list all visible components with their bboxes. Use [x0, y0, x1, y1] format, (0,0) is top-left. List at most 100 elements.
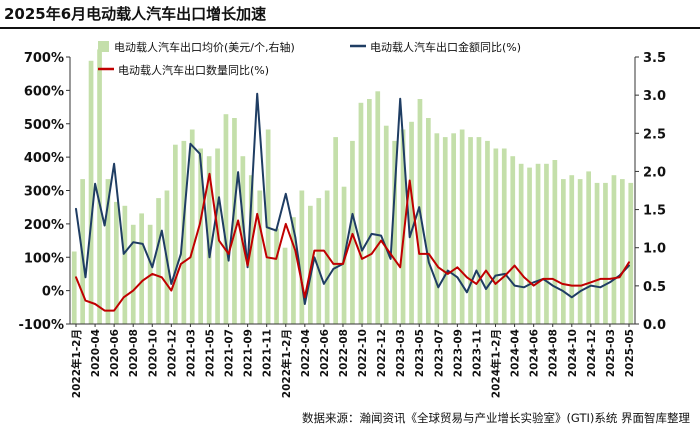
- x-tick-17: 2023-03: [395, 329, 407, 377]
- bar-2: [88, 60, 94, 325]
- bar-19: [232, 118, 237, 324]
- legend-label-bar: 电动载人汽车出口均价(美元/个,右轴): [114, 40, 295, 54]
- x-tick-24: 2024-06: [529, 329, 541, 377]
- x-tick-13: 2022-06: [319, 329, 331, 377]
- y-left-tick-labels: 700% 600% 500% 400% 300% 200% 100% 0% -100%: [18, 51, 70, 333]
- x-tick-11: 2022年1-2月: [280, 329, 293, 398]
- bar-15: [198, 148, 203, 324]
- bar-30: [324, 190, 330, 324]
- x-tick-4: 2020-10: [147, 329, 159, 377]
- bar-61: [586, 171, 591, 324]
- bar-62: [594, 182, 600, 324]
- line-series: [75, 92, 630, 312]
- y-right-tick-6: 0.5: [643, 280, 666, 295]
- bar-64: [611, 175, 617, 324]
- bar-39: [400, 129, 406, 324]
- y-left-tick-8: -100%: [18, 318, 64, 333]
- bar-31: [333, 137, 338, 324]
- bar-57: [552, 160, 558, 324]
- bar-29: [316, 198, 322, 324]
- bar-44: [442, 137, 448, 324]
- y-left-tick-2: 500%: [24, 118, 64, 133]
- x-tick-7: 2021-05: [205, 329, 217, 377]
- y-right-tick-1: 3.0: [643, 89, 666, 104]
- y-left-tick-5: 200%: [24, 218, 64, 233]
- bar-51: [501, 148, 507, 324]
- y-right-tick-7: 0.0: [643, 318, 666, 333]
- y-right-tick-2: 2.5: [643, 127, 666, 142]
- bar-65: [620, 179, 625, 324]
- y-left-tick-4: 300%: [24, 185, 64, 200]
- x-tick-20: 2023-09: [452, 329, 464, 377]
- y-left-tick-3: 400%: [24, 151, 64, 166]
- bar-60: [577, 179, 583, 324]
- x-tick-29: 2025-05: [624, 329, 636, 377]
- legend-label-quantity: 电动载人汽车出口数量同比(%): [118, 63, 269, 77]
- bar-26: [291, 217, 296, 324]
- bar-33: [350, 140, 355, 324]
- bar-43: [434, 133, 440, 324]
- x-tick-5: 2020-12: [166, 329, 178, 377]
- bar-16: [206, 156, 212, 324]
- x-tick-26: 2024-10: [567, 329, 579, 377]
- legend-swatch-bar: [98, 41, 109, 52]
- bar-18: [223, 114, 229, 324]
- x-tick-3: 2020-08: [128, 329, 140, 377]
- legend: 电动载人汽车出口均价(美元/个,右轴) 电动载人汽车出口金额同比(%) 电动载人汽车…: [98, 40, 521, 77]
- bar-0: [71, 251, 77, 324]
- source-note: 数据来源：瀚闻资讯《全球贸易与产业增长实验室》(GTI)系统 界面智库整理: [301, 411, 690, 425]
- bar-5: [114, 201, 119, 324]
- bar-24: [274, 228, 279, 324]
- x-tick-labels: 2022年1-2月 2020-04 2020-06 2020-08 2020-10 202…: [70, 324, 636, 398]
- bar-6: [122, 205, 128, 324]
- bar-46: [459, 129, 465, 324]
- line-quantity-yoy: [75, 172, 630, 312]
- x-tick-14: 2022-08: [338, 329, 350, 377]
- bar-56: [544, 163, 549, 324]
- x-tick-12: 2022-04: [300, 329, 312, 377]
- bar-54: [527, 167, 532, 324]
- bar-49: [485, 140, 490, 324]
- bar-47: [468, 137, 473, 324]
- bar-36: [375, 91, 381, 324]
- x-tick-9: 2021-09: [243, 329, 255, 377]
- bar-28: [308, 205, 313, 324]
- bar-14: [189, 129, 195, 324]
- bar-59: [569, 175, 575, 324]
- y-left-tick-6: 100%: [24, 251, 64, 266]
- y-left-tick-7: 0%: [42, 285, 64, 300]
- bar-4: [105, 179, 111, 324]
- y-right-tick-3: 2.0: [643, 165, 666, 180]
- y-right-tick-0: 3.5: [643, 51, 666, 66]
- x-tick-25: 2024-08: [548, 329, 560, 377]
- bar-52: [510, 156, 516, 324]
- x-tick-2: 2020-06: [109, 329, 121, 377]
- x-tick-27: 2024-12: [586, 329, 598, 377]
- y-right-tick-5: 1.0: [643, 242, 666, 257]
- bar-53: [518, 163, 524, 324]
- y-left-tick-0: 700%: [24, 51, 64, 66]
- x-tick-0: 2022年1-2月: [70, 329, 83, 398]
- bar-40: [409, 121, 414, 324]
- x-tick-18: 2023-05: [414, 329, 426, 377]
- x-tick-28: 2025-03: [605, 329, 617, 377]
- bar-45: [451, 133, 456, 324]
- bar-63: [603, 182, 608, 324]
- line-amount-yoy: [75, 92, 630, 305]
- bar-58: [561, 179, 566, 324]
- chart-title: 2025年6月电动载人汽车出口增长加速: [4, 5, 267, 23]
- bar-7: [130, 224, 136, 324]
- x-tick-15: 2022-10: [357, 329, 369, 377]
- bar-55: [535, 163, 541, 324]
- bar-3: [97, 49, 102, 325]
- x-tick-1: 2020-04: [90, 329, 102, 377]
- bar-34: [358, 102, 364, 324]
- bar-8: [139, 213, 144, 324]
- y-left-tick-1: 600%: [24, 84, 64, 99]
- bar-27: [299, 190, 305, 324]
- x-tick-21: 2023-11: [471, 329, 483, 377]
- bar-38: [392, 140, 397, 324]
- bar-37: [383, 125, 389, 324]
- legend-label-amount: 电动载人汽车出口金额同比(%): [370, 40, 521, 54]
